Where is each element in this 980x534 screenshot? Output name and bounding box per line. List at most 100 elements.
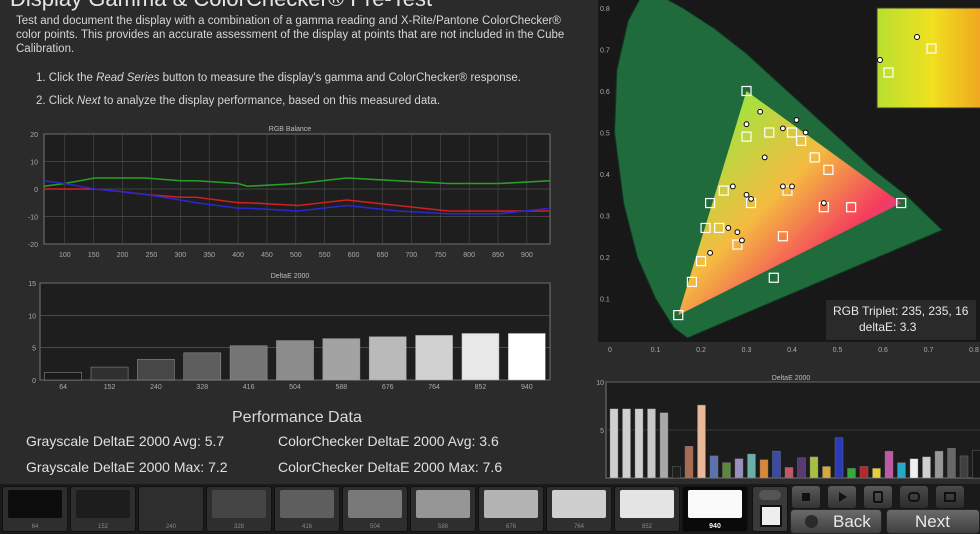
rgb-balance-x-tick: 300 [174,252,186,259]
grayscale-deltae-x-tick: 504 [289,384,301,391]
cie-x-tick: 0.5 [833,347,843,354]
colorchecker-deltae-bar [834,437,844,479]
cie-y-tick: 0.7 [600,48,610,55]
page-description: Test and document the display with a com… [16,15,565,55]
grayscale-deltae-y-tick: 10 [28,313,36,320]
grayscale-deltae-x-tick: 588 [336,384,348,391]
grayscale-deltae-x-tick: 328 [196,384,208,391]
grayscale-deltae-x-tick: 240 [150,384,162,391]
cie-target-marker [704,197,716,209]
colorchecker-avg: ColorChecker DeltaE 2000 Avg: 3.6 [278,433,499,449]
grayscale-deltae-bar [183,352,222,381]
cie-target-marker [777,231,788,242]
colorchecker-deltae-bar [634,408,644,479]
swatch-label: 676 [505,524,516,530]
next-button[interactable]: Next [886,509,980,534]
grayscale-deltae-x-tick: 764 [428,384,440,391]
settings-icon [908,492,920,502]
stop-button[interactable] [792,486,820,508]
colorchecker-deltae-bar [609,408,619,479]
swatch-152[interactable]: 152 [70,486,136,532]
grayscale-deltae-chart: DeltaE 2000 15 10 5 0 64 152 240 328 416 504 588 6… [28,273,551,391]
back-arrow-icon [805,515,818,528]
rgb-balance-x-tick: 100 [59,252,71,259]
zoom-inset [876,7,980,109]
cie-y-tick: 0.2 [600,255,610,262]
rgb-balance-y-tick: 10 [30,160,38,167]
rgb-balance-x-tick: 650 [377,252,389,259]
swatch-label: 504 [369,524,380,530]
play-button[interactable] [828,486,856,508]
colorchecker-deltae-bar [872,468,881,479]
cie-y-tick: 0.4 [600,172,610,179]
play-icon [839,492,847,502]
deltae-readout: deltaE: 3.3 [859,320,917,334]
print-button[interactable] [936,486,964,508]
rgb-balance-title: RGB Balance [269,126,312,133]
swatch-328[interactable]: 328 [206,486,272,532]
swatch-label: 152 [97,524,108,530]
swatch-588[interactable]: 588 [410,486,476,532]
colorchecker-max: ColorChecker DeltaE 2000 Max: 7.6 [278,459,503,475]
cie-target-marker [796,135,807,146]
cie-target-marker [764,127,775,138]
colorchecker-y-tick: 10 [596,380,604,387]
rgb-balance-x-tick: 250 [146,252,158,259]
swatch-chip [688,490,742,518]
cie-measured-point [757,108,764,115]
cie-target-marker [786,127,798,138]
cie-measured-point [739,237,745,244]
colorchecker-deltae-bar [859,466,869,479]
colorchecker-deltae-bar [659,412,669,479]
cie-x-tick: 0.1 [651,347,661,354]
swatch-label: 940 [709,523,721,530]
settings-button[interactable] [900,486,928,508]
swatch-label: 416 [301,524,312,530]
cie-measured-point [707,249,713,256]
swatch-416[interactable]: 416 [274,486,340,532]
swatch-chip [76,490,130,518]
swatch-852[interactable]: 852 [614,486,680,532]
cie-measured-point [761,154,768,161]
next-label: Next [915,512,950,531]
swatch-chip [620,490,674,518]
swatch-chip [348,490,402,518]
colorchecker-deltae-bar [897,462,906,479]
target-gamut-triangle [678,91,902,316]
colorchecker-deltae-bar [759,459,769,479]
cie-measured-point [729,183,736,190]
toggle-icon [759,490,781,500]
inset-measured-point [877,57,883,63]
page-title: Display Gamma & ColorChecker® Pre-Test [10,0,432,12]
swatch-940[interactable]: 940 [682,486,748,532]
rgb-balance-x-tick: 450 [261,252,273,259]
swatch-chip [8,490,62,518]
rgb-balance-x-tick: 500 [290,252,302,259]
grayscale-avg: Grayscale DeltaE 2000 Avg: 5.7 [26,433,225,449]
colorchecker-deltae-chart: DeltaE 2000 10 5 [596,375,980,479]
cie-target-marker [673,310,684,321]
swatch-240[interactable]: 240 [138,486,204,532]
cie-target-marker [809,152,820,163]
colorchecker-deltae-bar [934,450,944,479]
rgb-balance-x-tick: 800 [463,252,475,259]
grayscale-deltae-bar [229,345,268,381]
back-button[interactable]: Back [790,509,882,534]
cie-measured-point [734,229,741,236]
colorchecker-deltae-bar [734,458,744,479]
patch-preview-control[interactable] [752,486,788,532]
swatch-676[interactable]: 676 [478,486,544,532]
cie-x-tick: 0 [608,347,612,354]
colorchecker-deltae-bar [709,455,719,479]
grayscale-deltae-x-tick: 852 [475,384,487,391]
swatch-764[interactable]: 764 [546,486,612,532]
cie-target-marker [686,276,698,287]
colorchecker-deltae-bar [847,468,856,479]
swatch-504[interactable]: 504 [342,486,408,532]
rgb-balance-series-line [43,177,551,188]
cie-measured-point [802,129,809,136]
swatch-64[interactable]: 64 [2,486,68,532]
save-button[interactable] [864,486,892,508]
instruction-step-1: 1. Click the Read Series button to measu… [36,72,521,84]
